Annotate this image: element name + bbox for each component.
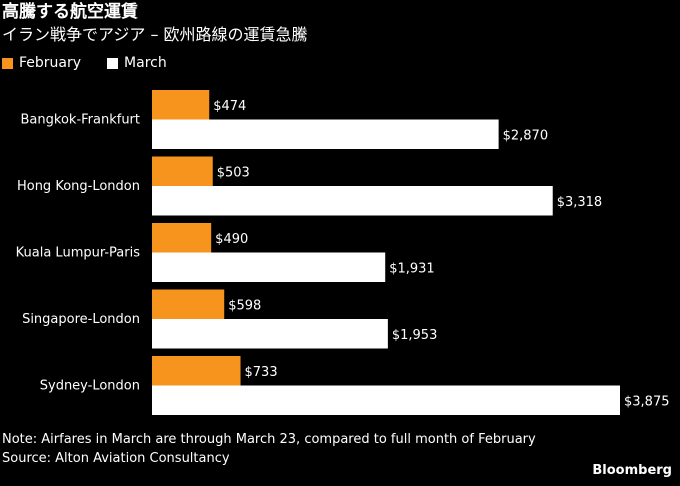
bar-february	[152, 90, 210, 120]
bar-february	[152, 156, 213, 186]
chart-subtitle: イラン戦争でアジア – 欧州路線の運賃急騰	[2, 25, 308, 44]
data-label: $490	[215, 232, 248, 247]
source-note: Source: Alton Aviation Consultancy	[2, 451, 230, 466]
data-label: $733	[245, 365, 278, 380]
footnote: Note: Airfares in March are through Marc…	[2, 432, 536, 447]
bar-march	[152, 319, 388, 349]
category-label: Singapore-London	[22, 312, 140, 327]
legend-swatch-march	[107, 57, 119, 69]
legend-item-february: February	[2, 55, 81, 71]
bar-march	[152, 385, 620, 415]
data-label: $474	[213, 99, 246, 114]
category-label: Hong Kong-London	[17, 179, 140, 194]
data-label: $3,318	[557, 195, 603, 210]
bar-february	[152, 356, 241, 386]
chart-title: 高騰する航空運賃	[2, 2, 138, 22]
bar-february	[152, 223, 212, 253]
bar-march	[152, 119, 499, 149]
bar-march	[152, 252, 386, 282]
category-label: Sydney-London	[40, 379, 140, 394]
bloomberg-logo: Bloomberg	[592, 463, 672, 478]
category-label: Bangkok-Frankfurt	[21, 113, 140, 128]
legend: February March	[2, 55, 193, 71]
bar-march	[152, 186, 553, 216]
category-label: Kuala Lumpur-Paris	[16, 246, 141, 261]
bar-february	[152, 289, 225, 319]
legend-label-february: February	[19, 55, 82, 71]
legend-item-march: March	[107, 55, 167, 71]
data-label: $1,953	[392, 328, 438, 343]
legend-label-march: March	[124, 55, 167, 71]
data-label: $1,931	[389, 261, 435, 276]
data-label: $503	[217, 165, 250, 180]
legend-swatch-february	[2, 57, 13, 69]
data-label: $598	[228, 298, 261, 313]
data-label: $2,870	[503, 128, 549, 143]
data-label: $3,875	[624, 394, 670, 409]
